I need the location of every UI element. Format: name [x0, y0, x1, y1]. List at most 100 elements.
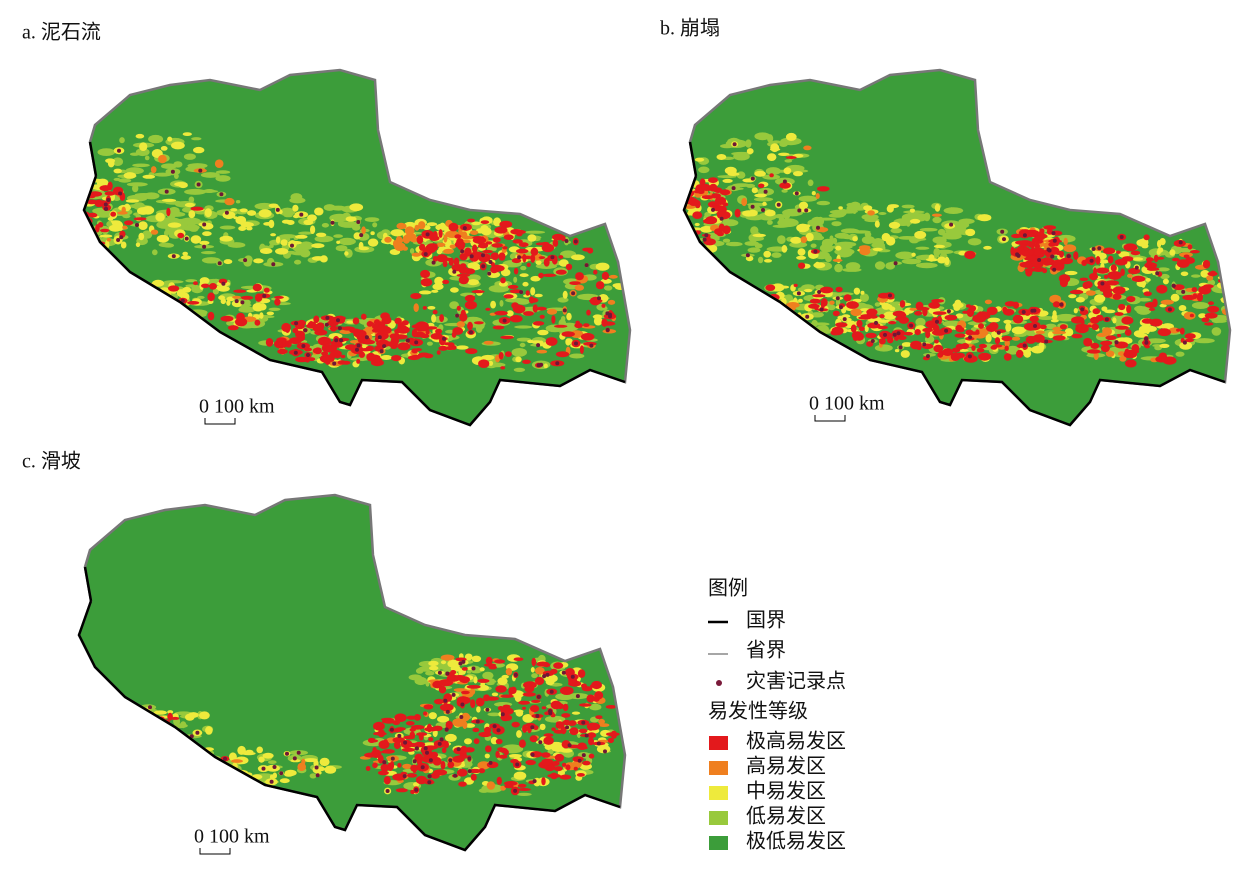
record-point [1119, 235, 1124, 239]
susceptibility-patch [356, 358, 361, 364]
susceptibility-patch [431, 314, 437, 323]
susceptibility-patch [538, 272, 544, 279]
susceptibility-patch [1156, 249, 1161, 255]
susceptibility-patch [951, 347, 961, 353]
susceptibility-patch [215, 767, 225, 775]
record-point [816, 225, 820, 230]
record-point [519, 290, 524, 295]
susceptibility-patch [579, 703, 592, 707]
susceptibility-patch [212, 288, 219, 295]
record-point [1000, 229, 1005, 234]
susceptibility-patch [1052, 335, 1066, 341]
record-point [135, 223, 139, 227]
susceptibility-patch [144, 155, 150, 161]
record-point [460, 702, 465, 707]
susceptibility-patch [1115, 325, 1129, 330]
susceptibility-patch [1143, 234, 1150, 241]
susceptibility-patch [708, 309, 717, 318]
susceptibility-patch [189, 319, 198, 324]
susceptibility-patch [188, 196, 195, 203]
susceptibility-patch [498, 281, 508, 287]
susceptibility-patch [313, 347, 322, 355]
susceptibility-patch [684, 225, 689, 230]
susceptibility-patch [191, 137, 202, 141]
susceptibility-patch [723, 296, 730, 305]
susceptibility-patch [309, 773, 317, 779]
record-point [379, 349, 384, 354]
susceptibility-patch [187, 767, 197, 773]
susceptibility-patch [1182, 294, 1196, 301]
record-point [513, 672, 518, 677]
record-point [870, 339, 875, 343]
susceptibility-patch [758, 183, 765, 189]
record-point [336, 318, 340, 323]
record-point [427, 774, 432, 779]
susceptibility-patch [341, 360, 351, 365]
susceptibility-patch [751, 187, 758, 194]
susceptibility-patch [188, 210, 196, 219]
susceptibility-patch [193, 146, 205, 154]
record-point [778, 310, 783, 315]
susceptibility-patch [523, 311, 534, 316]
susceptibility-patch [413, 714, 421, 721]
susceptibility-patch [175, 752, 180, 756]
susceptibility-patch [937, 352, 944, 358]
record-point [835, 296, 840, 301]
susceptibility-patch [1052, 326, 1063, 332]
susceptibility-patch [479, 667, 485, 672]
scale-bar-line [814, 415, 846, 422]
susceptibility-patch [1121, 316, 1134, 325]
susceptibility-patch [811, 191, 816, 196]
record-point [431, 260, 436, 265]
susceptibility-patch [547, 773, 561, 778]
susceptibility-patch [294, 259, 302, 265]
susceptibility-patch [915, 262, 938, 269]
susceptibility-patch [899, 300, 906, 308]
susceptibility-patch [1042, 257, 1053, 262]
susceptibility-patch [1209, 270, 1217, 277]
legend-label: 低易发区 [746, 805, 826, 828]
susceptibility-patch [263, 287, 270, 293]
susceptibility-patch [505, 668, 513, 676]
susceptibility-patch [1204, 312, 1218, 319]
susceptibility-patch [299, 241, 314, 250]
susceptibility-patch [186, 763, 193, 769]
susceptibility-patch [478, 768, 486, 774]
record-point [515, 762, 520, 767]
susceptibility-patch [215, 175, 231, 182]
susceptibility-patch [524, 230, 546, 234]
susceptibility-patch [1198, 285, 1212, 295]
susceptibility-patch [531, 699, 541, 703]
record-point [575, 694, 580, 699]
susceptibility-patch [956, 327, 965, 333]
susceptibility-patch [448, 222, 459, 232]
susceptibility-patch [575, 272, 584, 281]
legend-subtitle: 易发性等级 [708, 700, 808, 723]
record-point [1155, 271, 1160, 276]
record-point [356, 220, 361, 224]
susceptibility-patch [349, 203, 364, 212]
susceptibility-patch [543, 662, 551, 668]
record-point [171, 254, 176, 259]
susceptibility-patch [742, 306, 756, 311]
susceptibility-patch [232, 295, 242, 299]
susceptibility-patch [867, 322, 881, 329]
susceptibility-patch [798, 201, 809, 210]
susceptibility-patch [748, 308, 755, 318]
susceptibility-patch [201, 770, 213, 778]
record-point [481, 253, 485, 258]
susceptibility-patch [339, 329, 353, 335]
susceptibility-patch [477, 678, 490, 683]
susceptibility-patch [1157, 240, 1162, 248]
susceptibility-patch [392, 720, 400, 726]
susceptibility-patch [569, 353, 585, 359]
susceptibility-patch [911, 252, 916, 257]
susceptibility-patch [516, 730, 522, 738]
susceptibility-patch [409, 248, 415, 254]
susceptibility-patch [551, 761, 560, 766]
susceptibility-patch [135, 729, 151, 734]
susceptibility-patch [834, 263, 843, 273]
record-point [536, 694, 541, 699]
susceptibility-patch [1016, 349, 1024, 358]
susceptibility-patch [99, 234, 113, 238]
